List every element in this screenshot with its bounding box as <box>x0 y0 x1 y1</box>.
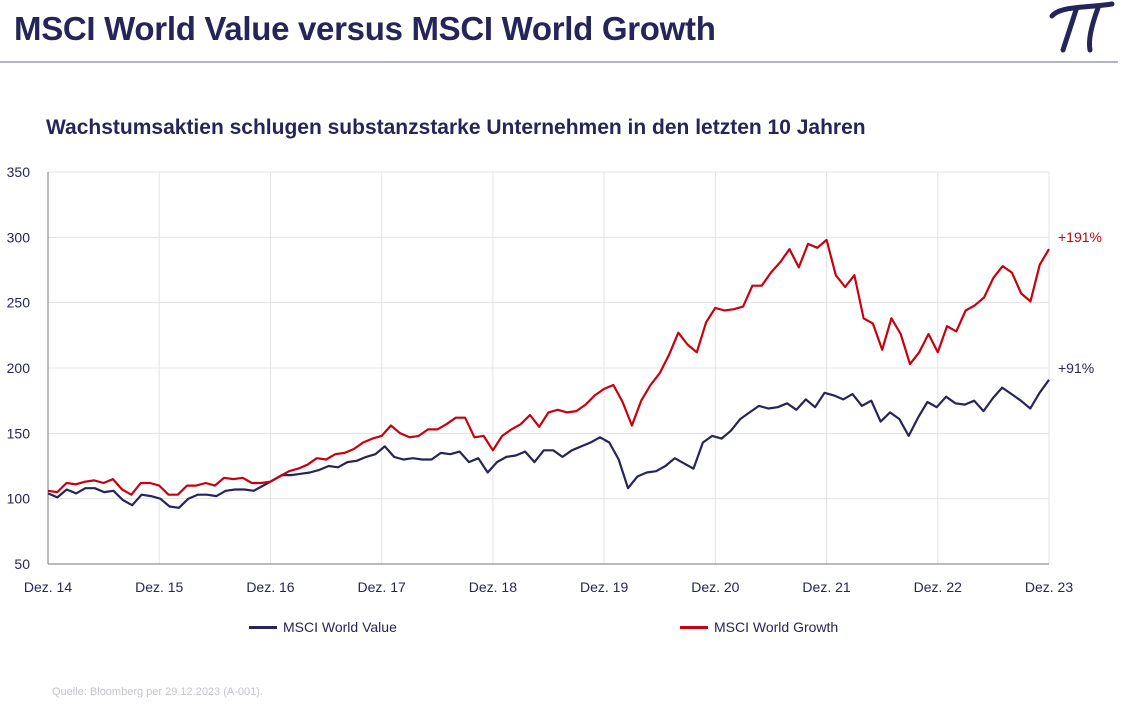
x-tick-label: Dez. 14 <box>24 579 72 595</box>
legend-item-growth: MSCI World Growth <box>680 619 838 635</box>
x-tick-label: Dez. 18 <box>469 579 517 595</box>
pi-logo-icon <box>1049 1 1115 53</box>
legend-item-value: MSCI World Value <box>249 619 397 635</box>
y-tick-label: 50 <box>14 556 30 572</box>
x-tick-label: Dez. 17 <box>358 579 406 595</box>
y-tick-label: 300 <box>7 229 31 245</box>
x-tick-label: Dez. 15 <box>135 579 183 595</box>
series-lines <box>47 238 1050 509</box>
tick-labels: 50 100 150 200 250 300 350 Dez. 14 Dez. 15 Dez. 1… <box>7 164 1102 595</box>
x-tick-label: Dez. 16 <box>246 579 294 595</box>
y-tick-label: 250 <box>7 295 31 311</box>
chart-title: Wachstumsaktien schlugen substanzstarke … <box>46 116 866 139</box>
x-tick-label: Dez. 20 <box>691 579 739 595</box>
end-label-value: +91% <box>1058 360 1094 376</box>
y-tick-label: 150 <box>7 425 31 441</box>
legend-swatch-growth <box>680 625 708 629</box>
axes <box>47 172 1049 565</box>
y-tick-label: 200 <box>7 360 31 376</box>
series-line-growth <box>47 238 1050 496</box>
legend-label-value: MSCI World Value <box>283 619 397 635</box>
x-tick-label: Dez. 23 <box>1025 579 1073 595</box>
series-line-value <box>47 379 1050 509</box>
x-tick-label: Dez. 19 <box>580 579 628 595</box>
page-title: MSCI World Value versus MSCI World Growt… <box>14 10 716 47</box>
legend-swatch-value <box>249 625 277 629</box>
source-note: Quelle: Bloomberg per 29.12.2023 (A-001)… <box>52 686 263 698</box>
grid-lines <box>48 171 1050 565</box>
header-divider <box>0 61 1118 63</box>
legend-label-growth: MSCI World Growth <box>714 619 839 635</box>
y-tick-label: 100 <box>7 491 31 507</box>
x-tick-label: Dez. 22 <box>914 579 962 595</box>
x-tick-label: Dez. 21 <box>802 579 850 595</box>
end-label-growth: +191% <box>1058 229 1102 245</box>
y-tick-label: 350 <box>7 164 31 180</box>
